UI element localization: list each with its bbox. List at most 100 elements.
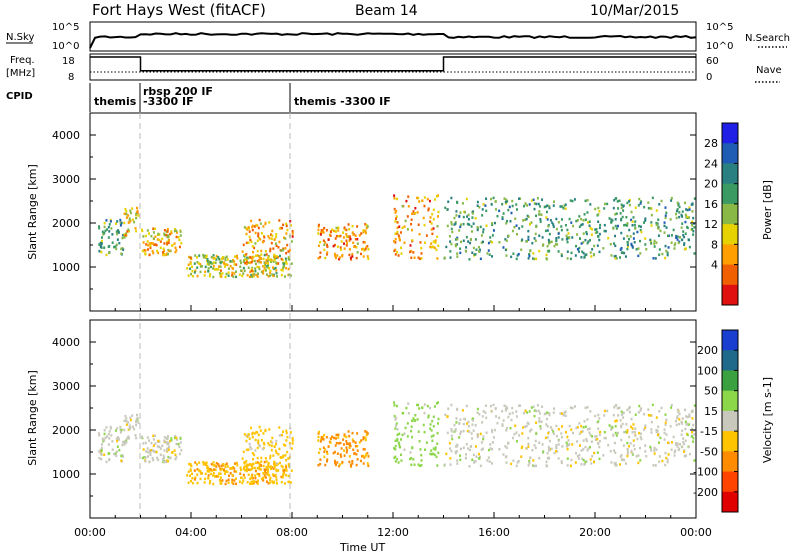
power-cell <box>163 249 166 253</box>
velocity-cell <box>684 439 687 442</box>
power-cell <box>616 200 619 203</box>
velocity-cell <box>277 453 280 456</box>
velocity-cell <box>116 445 119 448</box>
power-cell <box>176 231 179 234</box>
power-cell <box>242 272 245 275</box>
power-cell <box>351 255 354 258</box>
velocity-cell <box>430 429 433 432</box>
power-cell <box>578 237 581 240</box>
velocity-cell <box>271 441 274 444</box>
power-cell <box>265 258 268 262</box>
velocity-cell <box>335 441 338 445</box>
power-cell <box>664 206 667 209</box>
velocity-cell <box>504 407 507 411</box>
velocity-cell <box>120 454 123 458</box>
power-cell <box>321 228 324 232</box>
power-cell <box>103 246 106 249</box>
velocity-cell <box>583 420 586 423</box>
power-cell <box>610 254 613 257</box>
velocity-cell <box>653 446 656 450</box>
power-cell <box>658 248 661 251</box>
velocity-cell <box>105 460 108 464</box>
velocity-cell <box>282 430 285 434</box>
velocity-cell <box>394 439 397 443</box>
power-cell <box>362 255 365 258</box>
velocity-cell <box>432 452 435 456</box>
velocity-cell <box>657 441 660 444</box>
velocity-cell <box>174 457 177 461</box>
power-cell <box>506 200 509 203</box>
power-cell <box>436 225 439 228</box>
power-cell <box>670 241 673 245</box>
power-cell <box>319 255 322 259</box>
power-cell <box>156 249 159 253</box>
power-cell <box>282 247 285 250</box>
velocity-cell <box>582 439 585 442</box>
power-cell <box>622 204 625 207</box>
power-cell <box>542 243 545 246</box>
velocity-cell <box>262 464 265 468</box>
velocity-cell <box>616 407 619 410</box>
power-cell <box>337 229 340 232</box>
power-cell <box>684 232 687 235</box>
velocity-cell <box>444 413 447 417</box>
velocity-cell <box>336 461 339 464</box>
power-cell <box>283 264 286 268</box>
power-cell <box>264 269 267 272</box>
velocity-cell <box>246 435 249 438</box>
power-cell <box>643 205 646 209</box>
power-cell <box>247 226 250 229</box>
power-cell <box>207 269 210 273</box>
power-cell <box>159 240 162 243</box>
power-cell <box>258 265 261 269</box>
velocity-cell <box>326 460 329 463</box>
power-cell <box>527 257 530 260</box>
velocity-colorbar-swatch <box>722 471 738 493</box>
power-cell <box>157 232 160 236</box>
velocity-cell <box>265 460 268 463</box>
velocity-cell <box>245 439 248 443</box>
velocity-cell <box>340 455 343 458</box>
velocity-cell <box>166 437 169 440</box>
power-cell <box>603 223 606 227</box>
velocity-cell <box>394 427 397 430</box>
velocity-cell <box>552 411 555 414</box>
power-cell <box>583 213 586 216</box>
power-cell <box>682 230 685 233</box>
velocity-cell <box>322 438 325 441</box>
velocity-cell <box>208 467 211 470</box>
power-cell <box>688 238 691 242</box>
power-cell <box>507 234 510 238</box>
velocity-cell <box>250 426 253 430</box>
power-cell <box>533 202 536 205</box>
velocity-cell <box>365 430 368 434</box>
velocity-cell <box>287 457 290 460</box>
power-cell <box>204 265 207 269</box>
velocity-cell <box>655 448 658 451</box>
power-cell <box>613 234 616 238</box>
power-colorbar-label: 12 <box>704 218 718 231</box>
velocity-cell <box>629 442 632 445</box>
power-cell <box>453 216 456 220</box>
velocity-cell <box>145 450 148 453</box>
velocity-cell <box>682 440 685 444</box>
power-cell <box>396 226 399 230</box>
velocity-cell <box>480 441 483 444</box>
power-cell <box>548 232 551 236</box>
cpid-segment-rbsp: rbsp 200 IF <box>143 85 213 98</box>
power-cell <box>618 199 621 203</box>
power-cell <box>560 225 563 228</box>
velocity-cell <box>427 414 430 417</box>
power-cell <box>471 212 474 215</box>
velocity-cell <box>235 482 238 486</box>
power-cell <box>582 251 585 255</box>
power-cell <box>614 254 617 258</box>
power-cell <box>356 237 359 241</box>
velocity-cell <box>688 413 691 416</box>
power-cell <box>147 232 150 235</box>
velocity-cell <box>252 480 255 484</box>
velocity-cell <box>166 459 169 463</box>
cpid-segment-rbsp-if: -3300 IF <box>143 95 194 108</box>
power-cell <box>349 237 352 241</box>
power-cell <box>582 219 585 222</box>
